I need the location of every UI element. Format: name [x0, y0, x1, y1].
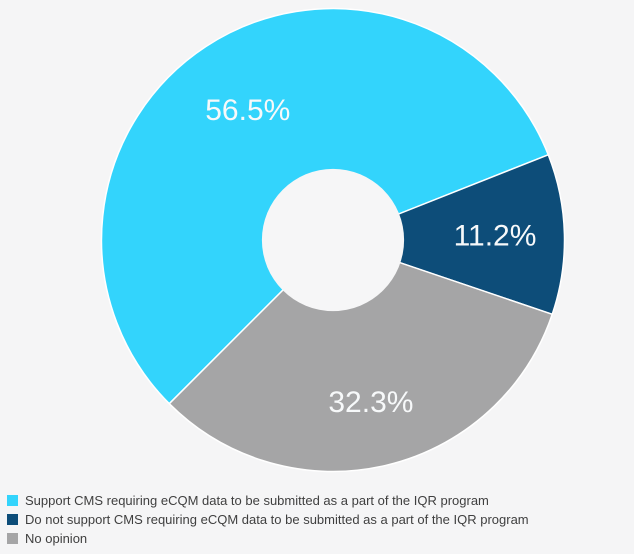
slice-label: 11.2% [454, 219, 537, 252]
legend-item-no-opinion: No opinion [7, 531, 529, 546]
pie-slice-2 [168, 239, 553, 473]
legend-swatch [7, 514, 18, 525]
legend-label: No opinion [25, 531, 88, 546]
slice-label: 32.3% [328, 386, 413, 419]
chart-legend: Support CMS requiring eCQM data to be su… [7, 493, 529, 546]
legend-item-support: Support CMS requiring eCQM data to be su… [7, 493, 529, 508]
legend-swatch [7, 533, 18, 544]
legend-label: Support CMS requiring eCQM data to be su… [25, 493, 489, 508]
legend-label: Do not support CMS requiring eCQM data t… [25, 512, 529, 527]
pie-slice-1 [332, 154, 566, 316]
slice-label: 56.5% [205, 94, 290, 127]
legend-swatch [7, 495, 18, 506]
legend-item-do-not-support: Do not support CMS requiring eCQM data t… [7, 512, 529, 527]
donut-hole [261, 168, 405, 312]
